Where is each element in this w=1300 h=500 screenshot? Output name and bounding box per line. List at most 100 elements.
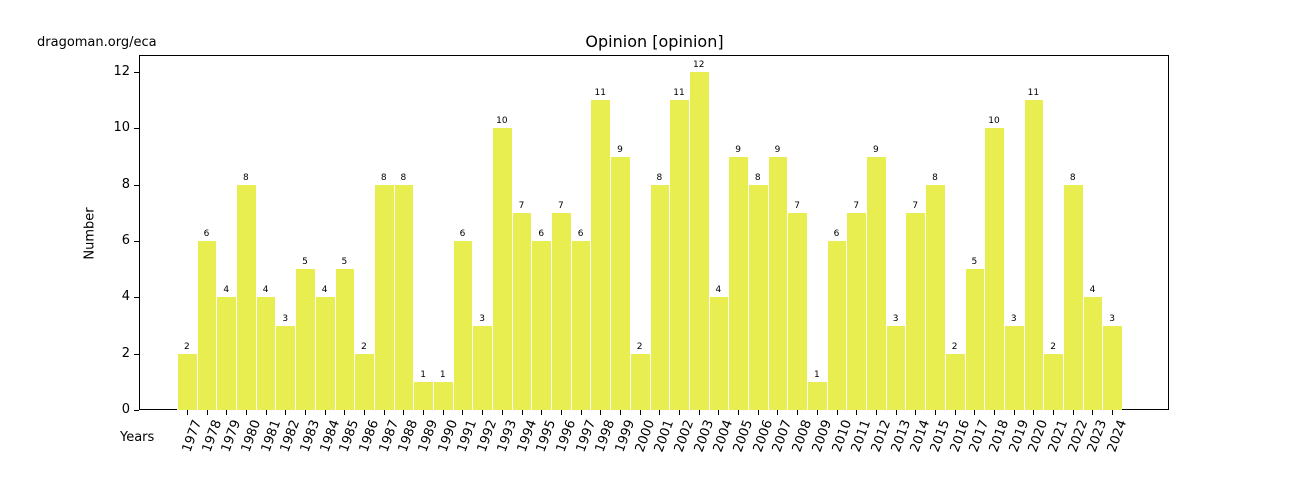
bar-1983 — [295, 269, 315, 410]
bar-value-label: 2 — [361, 341, 367, 352]
bar-value-label: 8 — [243, 172, 249, 183]
bar-value-label: 9 — [735, 144, 741, 155]
x-tick — [383, 410, 385, 415]
bar-value-label: 9 — [617, 144, 623, 155]
x-axis-label: Years — [120, 430, 155, 445]
bar-1996 — [551, 212, 571, 410]
bar-1984 — [314, 297, 335, 410]
bar-1993 — [492, 128, 512, 410]
x-tick — [777, 410, 779, 415]
bar-2024 — [1102, 325, 1122, 410]
bar-value-label: 8 — [932, 172, 938, 183]
bar-value-label: 3 — [282, 313, 289, 324]
bar-2011 — [846, 212, 867, 410]
bar-1991 — [452, 241, 473, 410]
bar-1994 — [511, 212, 532, 410]
bar-value-label: 5 — [302, 257, 308, 268]
y-tick-label: 0 — [121, 402, 130, 417]
bar-1981 — [255, 297, 276, 410]
x-tick — [560, 410, 562, 415]
x-tick — [1053, 410, 1055, 415]
bar-2022 — [1062, 184, 1083, 410]
bar-2012 — [866, 156, 886, 410]
bar-2018 — [984, 128, 1004, 410]
x-tick — [1072, 410, 1074, 415]
bar-2002 — [669, 100, 689, 410]
bar-value-label: 9 — [774, 144, 781, 155]
bar-value-label: 3 — [479, 313, 486, 324]
x-tick — [304, 410, 306, 415]
bar-value-label: 7 — [912, 200, 919, 211]
y-tick — [134, 241, 139, 242]
bar-1985 — [334, 269, 355, 410]
bar-2009 — [807, 381, 827, 410]
bar-value-label: 12 — [692, 60, 705, 70]
bar-value-label: 3 — [892, 313, 899, 324]
y-axis-label: Number — [82, 207, 98, 260]
x-tick — [994, 410, 996, 415]
bar-1980 — [236, 184, 256, 410]
x-tick — [1013, 410, 1015, 415]
x-tick — [659, 410, 661, 415]
x-tick — [974, 410, 976, 415]
y-tick-label: 10 — [113, 120, 130, 136]
x-tick — [954, 410, 956, 415]
bar-value-label: 1 — [420, 369, 426, 380]
bar-value-label: 8 — [1069, 172, 1076, 183]
bar-1992 — [472, 325, 492, 410]
bar-2000 — [629, 353, 650, 410]
bar-2005 — [728, 156, 748, 410]
bar-2021 — [1043, 353, 1063, 410]
bar-value-label: 11 — [594, 88, 606, 99]
x-tick — [186, 410, 188, 415]
x-tick — [915, 410, 917, 415]
bar-value-label: 1 — [439, 369, 446, 380]
bar-value-label: 3 — [1109, 313, 1116, 324]
bar-1978 — [196, 241, 217, 410]
x-tick — [324, 410, 326, 415]
x-tick — [679, 410, 681, 415]
x-tick — [639, 410, 641, 415]
x-tick — [934, 410, 936, 415]
x-tick — [423, 410, 425, 415]
bar-value-label: 2 — [1050, 341, 1056, 352]
bar-1990 — [432, 381, 453, 410]
bar-1986 — [354, 353, 374, 410]
bar-value-label: 10 — [496, 116, 508, 127]
bar-value-label: 7 — [558, 200, 564, 211]
bar-1989 — [413, 381, 433, 410]
x-tick — [462, 410, 464, 415]
x-tick — [895, 410, 897, 415]
bar-value-label: 8 — [754, 172, 761, 183]
bar-value-label: 2 — [636, 341, 643, 352]
y-tick — [134, 353, 139, 355]
bar-value-label: 3 — [1010, 313, 1017, 324]
bar-value-label: 5 — [971, 257, 978, 268]
y-tick-label: 6 — [121, 233, 130, 248]
x-tick — [245, 410, 247, 415]
y-tick-label: 12 — [113, 64, 130, 79]
bar-value-label: 4 — [715, 285, 722, 296]
bar-2020 — [1023, 100, 1044, 410]
bar-2006 — [747, 184, 768, 410]
bar-2010 — [826, 241, 847, 410]
x-tick — [698, 410, 700, 415]
x-tick — [285, 410, 287, 415]
bar-2008 — [787, 212, 807, 410]
bar-value-label: 6 — [459, 229, 466, 239]
watermark: dragoman.org/eca — [37, 35, 157, 50]
x-tick — [206, 410, 208, 415]
bar-2014 — [905, 212, 926, 410]
bar-value-label: 7 — [853, 200, 860, 211]
bar-2001 — [649, 184, 670, 410]
x-tick — [364, 410, 366, 415]
bar-2023 — [1082, 297, 1103, 410]
bar-value-label: 7 — [518, 200, 525, 211]
x-tick — [482, 410, 484, 415]
x-tick — [600, 410, 602, 415]
bar-1998 — [590, 100, 611, 410]
bar-2015 — [925, 184, 945, 410]
bar-value-label: 9 — [873, 144, 879, 155]
x-tick — [501, 410, 503, 415]
x-tick — [836, 410, 838, 415]
